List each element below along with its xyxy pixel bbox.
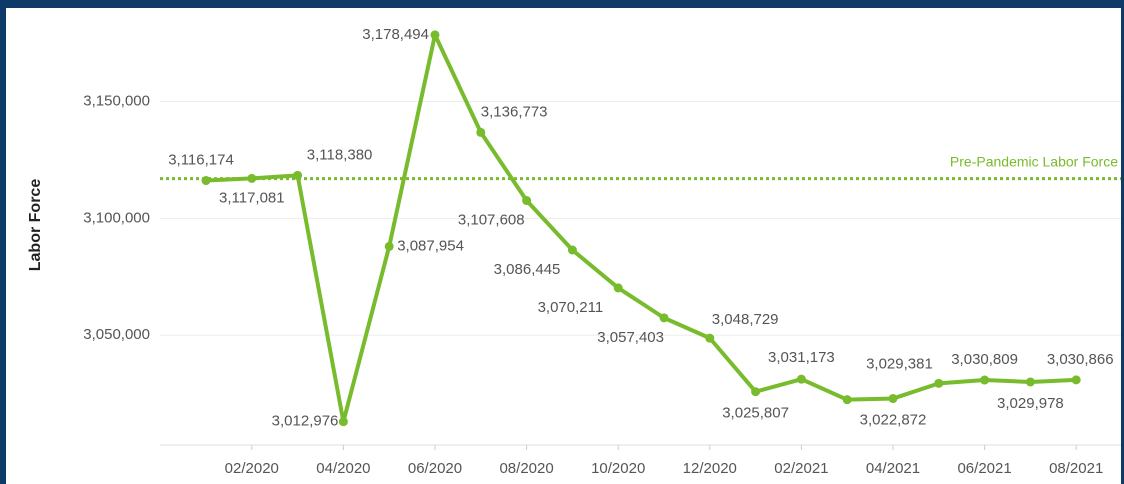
data-label: 3,118,380 [307,146,373,163]
data-label: 3,022,872 [860,412,927,429]
data-label: 3,031,173 [768,349,835,366]
x-tick-label: 12/2020 [683,460,737,477]
data-label: 3,030,866 [1047,351,1114,368]
x-tick-label: 02/2021 [774,460,828,477]
x-tick-label: 10/2020 [591,460,645,477]
x-tick-label: 04/2021 [866,460,920,477]
data-point [888,394,898,404]
data-point [384,241,394,251]
data-label: 3,087,954 [397,237,464,254]
data-point [980,375,990,385]
data-point [934,378,944,388]
y-tick-label: 3,050,000 [83,326,150,343]
data-point [842,395,852,405]
data-point [201,176,211,186]
data-point [293,170,303,180]
data-label: 3,025,807 [722,405,789,422]
panel [6,8,1121,484]
data-label: 3,012,976 [272,413,339,430]
data-point [338,417,348,427]
x-tick-label: 06/2020 [408,460,462,477]
data-point [613,283,623,293]
data-point [247,173,257,183]
data-point [1025,377,1035,387]
data-label: 3,178,494 [362,26,429,43]
y-tick-label: 3,100,000 [83,209,150,226]
data-label: 3,029,978 [997,395,1064,412]
x-tick-label: 08/2020 [499,460,553,477]
data-point [751,387,761,397]
data-label: 3,086,445 [494,261,561,278]
data-label: 3,057,403 [597,329,664,346]
data-label: 3,030,809 [951,351,1018,368]
data-point [476,127,486,137]
reference-label: Pre-Pandemic Labor Force [950,153,1118,169]
data-point [567,245,577,255]
data-label: 3,116,174 [168,151,234,168]
data-label: 3,070,211 [538,299,604,316]
data-label: 3,117,081 [219,189,285,206]
y-axis-title: Labor Force [27,179,44,272]
data-point [796,374,806,384]
data-point [705,333,715,343]
data-point [430,30,440,40]
series-line [205,32,1077,424]
data-point [522,196,532,206]
x-tick-label: 04/2020 [316,460,370,477]
y-tick-label: 3,150,000 [83,92,150,109]
x-tick-label: 06/2021 [957,460,1011,477]
data-point [659,313,669,323]
data-label: 3,136,773 [481,103,548,120]
data-point [1071,375,1081,385]
data-label: 3,029,381 [866,355,933,372]
x-tick-label: 02/2020 [225,460,279,477]
x-tick-label: 08/2021 [1049,460,1103,477]
data-label: 3,048,729 [712,311,779,328]
data-label: 3,107,608 [458,212,525,229]
